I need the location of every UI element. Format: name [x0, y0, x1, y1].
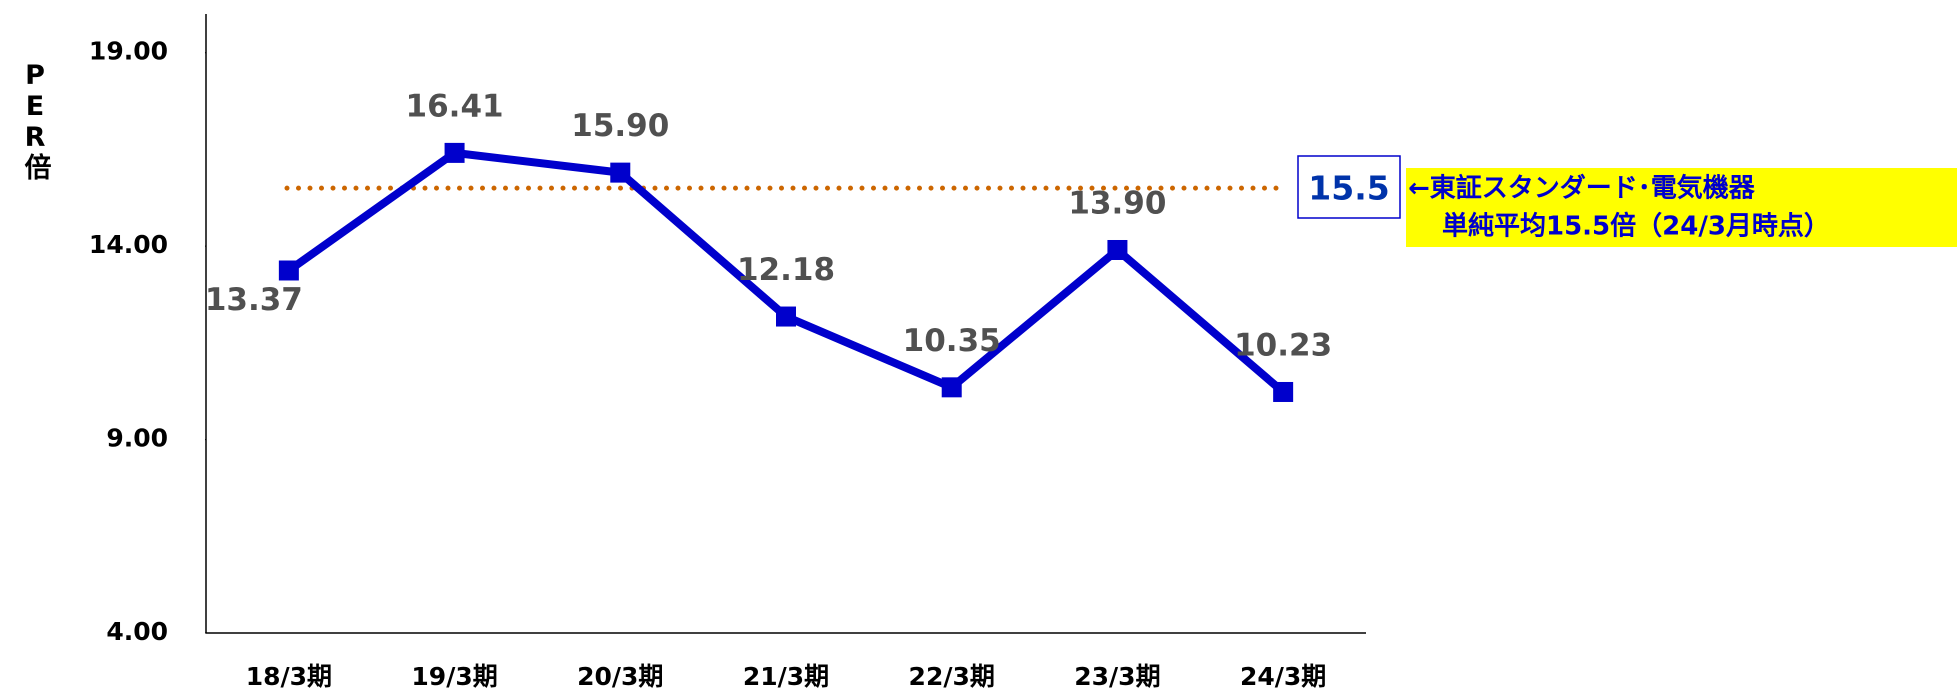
- y-tick-label: 4.00: [106, 617, 168, 646]
- y-tick-label: 9.00: [106, 424, 168, 453]
- data-label: 15.90: [571, 108, 669, 144]
- x-tick-label: 22/3期: [909, 662, 995, 691]
- marker: [1107, 239, 1128, 260]
- data-label: 10.35: [903, 323, 1001, 359]
- data-label: 10.23: [1234, 327, 1332, 363]
- annotation: 単純平均15.5倍（24/3月時点）: [1442, 211, 1830, 242]
- y-axis-label: PER倍: [20, 60, 52, 180]
- marker: [941, 377, 962, 398]
- data-label: 12.18: [737, 252, 835, 288]
- reference-value: 15.5: [1308, 169, 1389, 208]
- x-tick-label: 18/3期: [246, 662, 332, 691]
- data-label: 13.90: [1068, 185, 1166, 221]
- x-tick-label: 19/3期: [411, 662, 497, 691]
- marker: [776, 306, 796, 327]
- data-label: 13.37: [205, 282, 303, 318]
- y-tick-label: 19.00: [89, 37, 168, 66]
- marker: [444, 142, 465, 163]
- x-tick-label: 20/3期: [577, 662, 663, 691]
- marker: [278, 260, 299, 281]
- y-tick-label: 14.00: [89, 230, 168, 259]
- marker: [1273, 381, 1294, 402]
- x-tick-label: 23/3期: [1074, 662, 1160, 691]
- annotation-bg: [1406, 168, 1957, 247]
- marker: [610, 162, 631, 183]
- data-label: 16.41: [406, 88, 504, 124]
- reference-box: [1297, 155, 1401, 219]
- x-tick-label: 24/3期: [1240, 662, 1326, 691]
- x-tick-label: 21/3期: [743, 662, 829, 691]
- annotation: ←東証スタンダード･電気機器: [1408, 173, 1756, 204]
